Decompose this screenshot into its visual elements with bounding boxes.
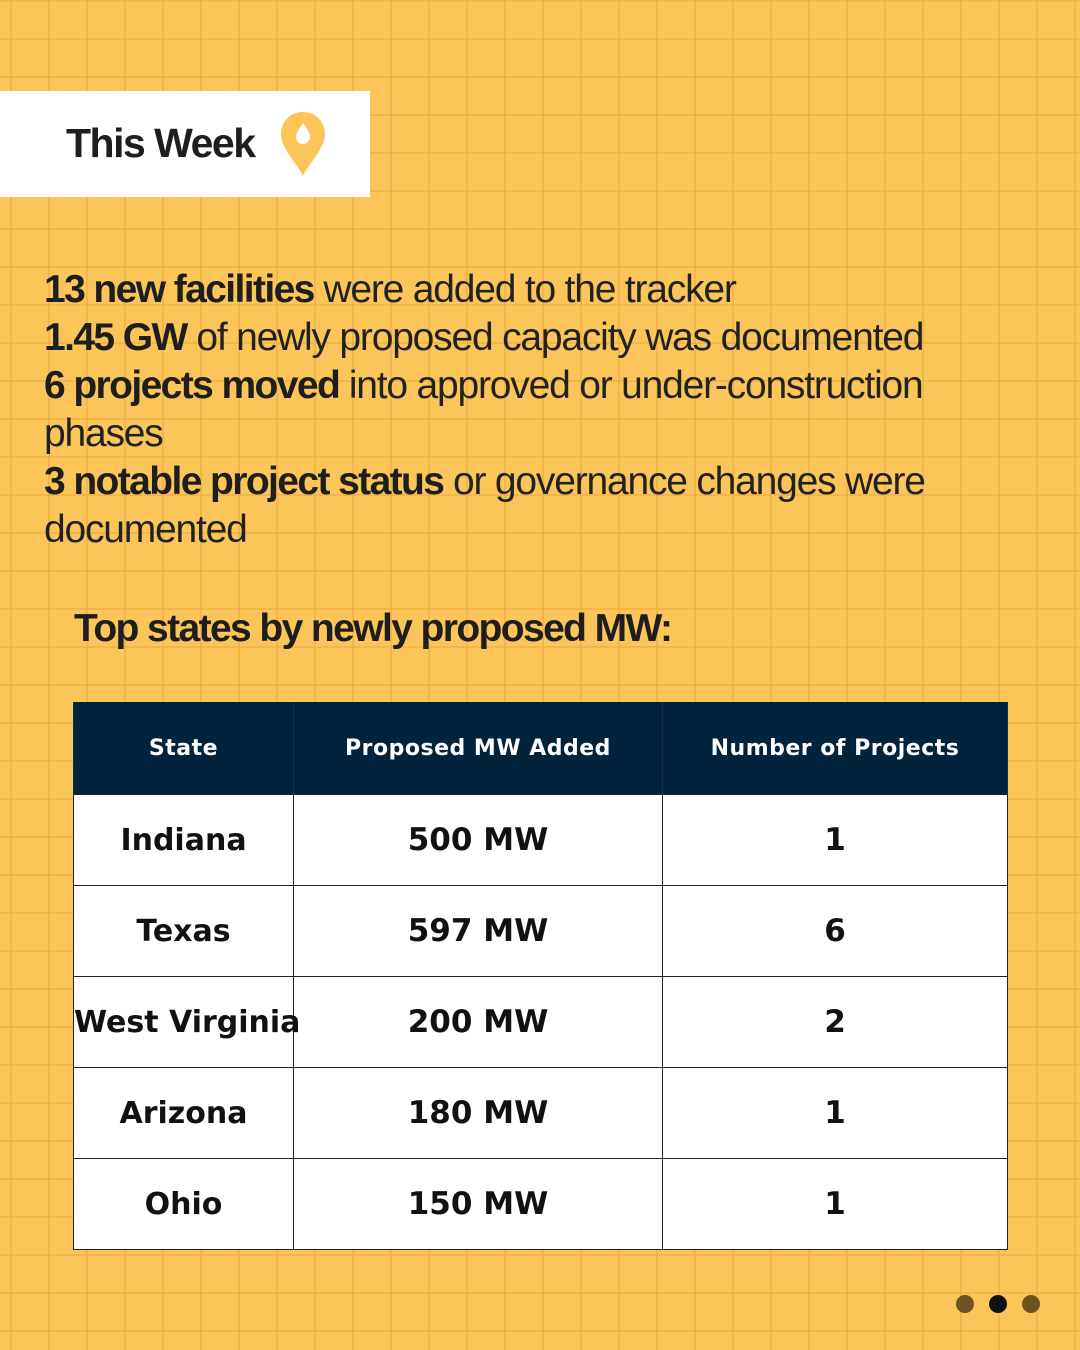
stat-text: or governance changes were documented (44, 460, 926, 551)
page-dot[interactable] (956, 1295, 974, 1313)
table-row: Indiana 500 MW 1 (73, 794, 1008, 886)
pagination-dots (956, 1295, 1040, 1313)
mw-cell: 180 MW (293, 1067, 663, 1159)
page-dot[interactable] (1022, 1295, 1040, 1313)
table-row: Texas 597 MW 6 (73, 885, 1008, 977)
stat-line: 6 projects moved into approved or under-… (44, 362, 1034, 458)
mw-cell: 200 MW (293, 976, 663, 1068)
column-header-state: State (73, 702, 294, 795)
column-header-mw: Proposed MW Added (293, 702, 663, 795)
stat-highlight: 13 new facilities (44, 268, 315, 311)
stat-text: of newly proposed capacity was documente… (186, 316, 924, 359)
table-row: West Virginia 200 MW 2 (73, 976, 1008, 1068)
projects-cell: 1 (662, 794, 1008, 886)
stat-line: 13 new facilities were added to the trac… (44, 266, 1034, 314)
stat-text: into approved or under-construction phas… (44, 364, 924, 455)
state-cell: West Virginia (73, 976, 300, 1068)
map-pin-icon (281, 112, 325, 176)
projects-cell: 6 (662, 885, 1008, 977)
state-cell: Indiana (73, 794, 294, 886)
table-row: Arizona 180 MW 1 (73, 1067, 1008, 1159)
mw-cell: 597 MW (293, 885, 663, 977)
table-header-row: State Proposed MW Added Number of Projec… (73, 702, 1008, 795)
stat-highlight: 1.45 GW (44, 316, 188, 359)
state-cell: Texas (73, 885, 294, 977)
stat-line: 1.45 GW of newly proposed capacity was d… (44, 314, 1034, 362)
mw-cell: 500 MW (293, 794, 663, 886)
table-row: Ohio 150 MW 1 (73, 1158, 1008, 1250)
badge-title: This Week (66, 120, 256, 166)
stat-line: 3 notable project status or governance c… (44, 458, 1034, 554)
state-cell: Ohio (73, 1158, 294, 1250)
stat-text: were added to the tracker (313, 268, 736, 311)
projects-cell: 2 (662, 976, 1008, 1068)
column-header-projects: Number of Projects (662, 702, 1008, 795)
state-cell: Arizona (73, 1067, 294, 1159)
projects-cell: 1 (662, 1067, 1008, 1159)
page-dot-active[interactable] (989, 1295, 1007, 1313)
mw-cell: 150 MW (293, 1158, 663, 1250)
states-table: State Proposed MW Added Number of Projec… (73, 702, 1008, 1250)
table-heading: Top states by newly proposed MW: (74, 607, 673, 650)
projects-cell: 1 (662, 1158, 1008, 1250)
stat-highlight: 6 projects moved (44, 364, 341, 407)
stat-highlight: 3 notable project status (44, 460, 445, 503)
weekly-stats: 13 new facilities were added to the trac… (44, 266, 1034, 554)
